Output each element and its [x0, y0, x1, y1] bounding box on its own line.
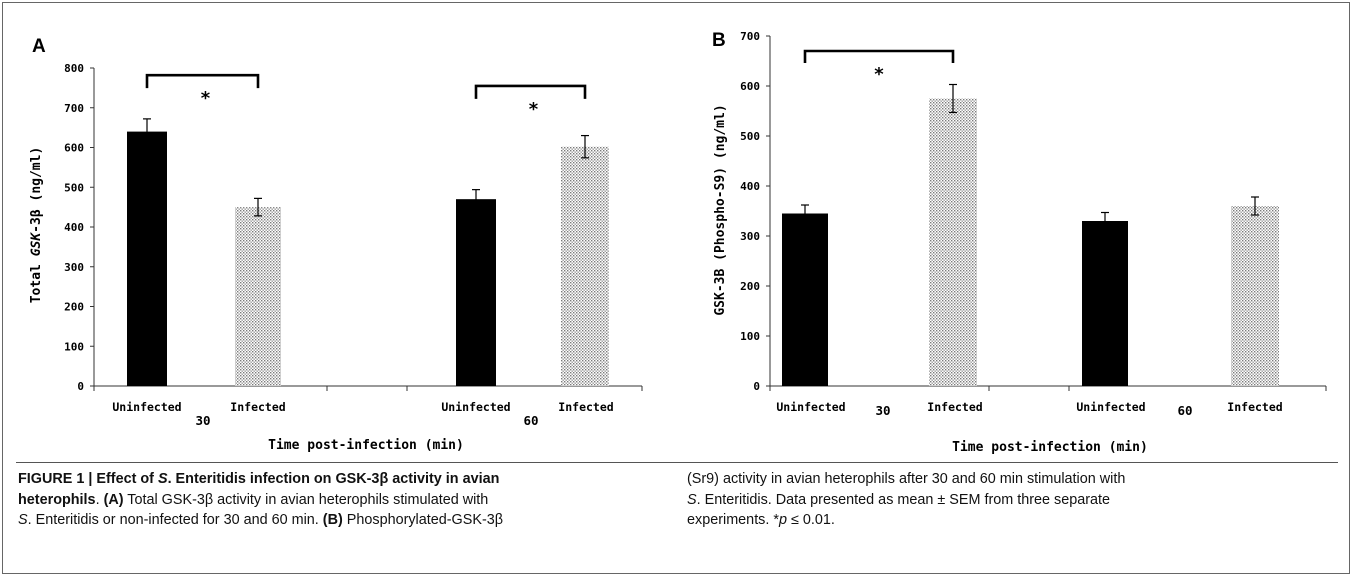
- panel-b-chart: B 0 100 200 300 400 500 600 700 Uninfected Infecte…: [712, 30, 1327, 455]
- significance-bracket: [145, 73, 260, 89]
- x-group-label: 60: [523, 413, 538, 428]
- y-tick-label: 600: [64, 142, 84, 155]
- significance-star: *: [529, 99, 539, 120]
- caption-line: S. Enteritidis. Data presented as mean ±…: [687, 491, 1111, 508]
- bar: [929, 98, 977, 386]
- y-tick-label: 200: [64, 301, 84, 314]
- y-axis-title: GSK-3B (Phospho-S9) (ng/ml): [713, 104, 728, 315]
- x-group-label: 30: [875, 403, 890, 418]
- y-axis-title-part: -3β (ng/ml): [29, 147, 44, 233]
- caption-column-right: (Sr9) activity in avian heterophils afte…: [687, 469, 1337, 531]
- x-axis-title: Time post-infection (min): [268, 438, 464, 453]
- panel-letter: B: [712, 30, 726, 51]
- bar: [1082, 221, 1128, 386]
- x-category-label: Infected: [558, 400, 613, 414]
- y-tick-label: 300: [740, 230, 760, 243]
- x-group-label: 60: [1177, 403, 1192, 418]
- y-tick-label: 800: [64, 62, 84, 75]
- y-tick-label: 400: [64, 221, 84, 234]
- bar: [456, 199, 496, 386]
- y-axis-title-part: Total: [29, 256, 44, 303]
- significance-bracket: [474, 84, 587, 99]
- significance-star: *: [874, 64, 884, 85]
- caption-line: experiments. *p ≤ 0.01.: [687, 512, 835, 528]
- caption-divider: [16, 462, 1338, 463]
- caption-line: heterophils. (A) Total GSK-3β activity i…: [18, 491, 489, 508]
- caption-line: FIGURE 1 | Effect of S. Enteritidis infe…: [18, 471, 500, 487]
- y-tick-label: 0: [77, 380, 84, 393]
- x-category-label: Uninfected: [1076, 400, 1145, 414]
- y-tick-label: 100: [740, 330, 760, 343]
- significance-bracket: [803, 49, 955, 63]
- x-category-label: Uninfected: [112, 400, 181, 414]
- bar: [561, 146, 609, 386]
- y-tick-label: 200: [740, 280, 760, 293]
- y-axis-title: Total GSK-3β (ng/ml): [29, 147, 44, 304]
- y-tick-label: 600: [740, 80, 760, 93]
- panel-a-chart: A 0 100 200 300 400 500 600 700 800 Uninfected Infe…: [29, 36, 643, 453]
- caption-line: (Sr9) activity in avian heterophils afte…: [687, 471, 1126, 487]
- y-axis-title-part: GSK: [29, 232, 44, 257]
- y-tick-label: 100: [64, 340, 84, 353]
- bar: [235, 207, 281, 386]
- panel-letter: A: [32, 36, 46, 57]
- x-category-label: Uninfected: [776, 400, 845, 414]
- y-tick-label: 500: [740, 130, 760, 143]
- caption-line: S. Enteritidis or non-infected for 30 an…: [18, 512, 504, 528]
- x-category-label: Infected: [1227, 400, 1282, 414]
- bar: [1231, 206, 1279, 386]
- bar: [782, 213, 828, 386]
- y-tick-label: 700: [740, 30, 760, 43]
- y-tick-label: 0: [753, 380, 760, 393]
- bar: [127, 131, 167, 386]
- x-category-label: Uninfected: [441, 400, 510, 414]
- y-tick-label: 300: [64, 261, 84, 274]
- significance-star: *: [201, 88, 211, 109]
- y-tick-label: 700: [64, 102, 84, 115]
- y-tick-label: 400: [740, 180, 760, 193]
- x-category-label: Infected: [927, 400, 982, 414]
- x-axis-title: Time post-infection (min): [952, 440, 1148, 455]
- caption-column-left: FIGURE 1 | Effect of S. Enteritidis infe…: [18, 469, 668, 531]
- x-group-label: 30: [195, 413, 210, 428]
- y-tick-label: 500: [64, 181, 84, 194]
- x-category-label: Infected: [230, 400, 285, 414]
